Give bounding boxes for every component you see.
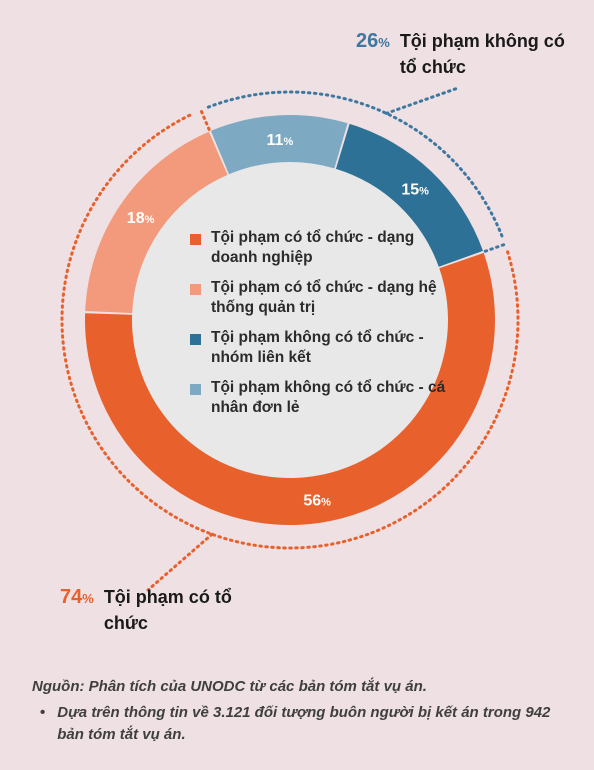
slice-value-label: 56% [303, 492, 331, 509]
slice-value-label: 18% [127, 210, 155, 227]
legend-item: Tội phạm không có tổ chức - cá nhân đơn … [190, 378, 450, 418]
source-bullet-note: • Dựa trên thông tin về 3.121 đối tượng … [32, 702, 572, 746]
callout-organized-value: 74% [60, 586, 94, 608]
source-line: Nguồn: Phân tích của UNODC từ các bản tó… [32, 678, 427, 695]
donut-center [132, 162, 448, 478]
legend-swatch [190, 234, 201, 245]
donut-slice [335, 123, 484, 267]
source-note: Nguồn: Phân tích của UNODC từ các bản tó… [32, 676, 572, 746]
donut-slice [85, 252, 496, 525]
callout-unorganized: 26% Tội phạm không có tổ chức [356, 28, 580, 80]
callout-organized-label: Tội phạm có tổ chức [103, 587, 232, 633]
group-boundary-line [199, 108, 211, 131]
legend-item: Tội phạm có tổ chức - dạng hệ thống quản… [190, 278, 450, 318]
group-dotted-arc [206, 90, 504, 239]
chart-legend: Tội phạm có tổ chức - dạng doanh nghiệp … [190, 228, 450, 428]
slice-value-label: 11% [267, 132, 294, 149]
legend-swatch [190, 384, 201, 395]
legend-item: Tội phạm có tổ chức - dạng doanh nghiệp [190, 228, 450, 268]
group-dotted-arc [60, 111, 520, 550]
outer-group-arcs [60, 90, 520, 550]
leader-unorganized [384, 86, 460, 115]
callout-unorganized-label: Tội phạm không có tổ chức [399, 31, 565, 77]
legend-label: Tội phạm không có tổ chức - nhóm liên kế… [211, 329, 424, 366]
legend-swatch [190, 334, 201, 345]
callout-organized: 74% Tội phạm có tổ chức [60, 584, 244, 636]
donut-slice [210, 115, 348, 175]
callout-leaders [146, 86, 507, 592]
slice-labels: 11% 15% 56% 18% [127, 132, 429, 510]
source-note-text: Dựa trên thông tin về 3.121 đối tượng bu… [57, 704, 551, 743]
bullet-icon: • [40, 704, 46, 721]
legend-label: Tội phạm có tổ chức - dạng hệ thống quản… [211, 279, 437, 316]
donut-slices [85, 115, 496, 525]
callout-unorganized-value: 26% [356, 30, 390, 52]
group-boundary-line [483, 242, 507, 253]
legend-label: Tội phạm có tổ chức - dạng doanh nghiệp [211, 229, 415, 266]
legend-label: Tội phạm không có tổ chức - cá nhân đơn … [211, 379, 446, 416]
leader-organized [146, 532, 214, 592]
donut-slice [85, 131, 228, 314]
legend-item: Tội phạm không có tổ chức - nhóm liên kế… [190, 328, 450, 368]
legend-swatch [190, 284, 201, 295]
slice-value-label: 15% [401, 182, 429, 199]
